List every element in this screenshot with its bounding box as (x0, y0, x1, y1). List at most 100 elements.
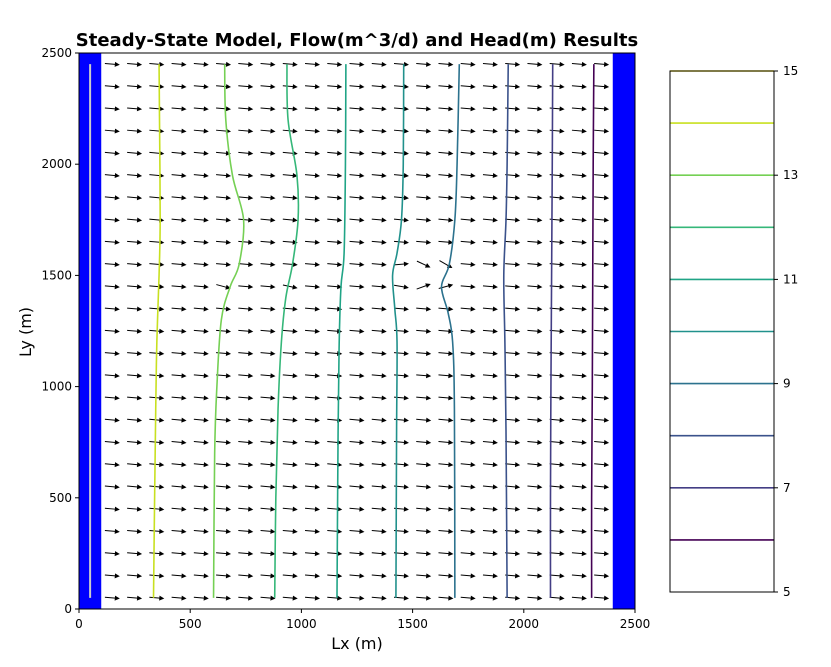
flow-arrow (371, 395, 387, 401)
flow-arrow (527, 195, 543, 201)
flow-arrow (460, 239, 476, 245)
flow-arrow (260, 195, 276, 201)
flow-arrow (527, 484, 543, 490)
flow-arrow (349, 506, 365, 512)
flow-arrow (549, 106, 565, 112)
contour-line-14 (152, 64, 161, 598)
flow-arrow (171, 417, 187, 423)
flow-arrow (104, 306, 120, 312)
flow-arrow (416, 439, 432, 445)
flow-arrow (393, 239, 409, 245)
flow-arrow (571, 150, 587, 156)
flow-arrow (416, 373, 432, 379)
flow-arrow (549, 84, 565, 90)
flow-arrow (104, 262, 120, 267)
flow-arrow (327, 173, 343, 179)
flow-arrow (127, 262, 143, 267)
flow-arrow (549, 573, 565, 579)
plot-frame (78, 52, 636, 610)
flow-arrow (460, 150, 476, 156)
colorbar: 5 7 9 11 13 15 (669, 64, 798, 599)
flow-arrow (238, 284, 254, 290)
flow-arrow (527, 506, 543, 512)
flow-arrow (171, 128, 187, 134)
flow-arrow (171, 173, 187, 179)
flow-arrow (594, 306, 610, 312)
flow-arrow (416, 395, 432, 401)
flow-arrow (527, 262, 543, 267)
flow-arrow (149, 551, 165, 557)
flow-arrow (127, 106, 143, 112)
contour-line-6 (590, 64, 595, 598)
flow-arrow (594, 551, 610, 557)
flow-arrow (305, 61, 320, 67)
flow-arrow (193, 506, 209, 512)
flow-arrow (438, 84, 454, 90)
flow-arrow (482, 128, 498, 134)
flow-arrow (371, 350, 387, 356)
flow-arrow (104, 528, 120, 534)
flow-arrow (127, 595, 143, 601)
flow-arrow (193, 373, 209, 379)
y-tick-label: 2500 (41, 46, 72, 60)
flow-arrow (260, 128, 276, 134)
flow-arrow (349, 284, 365, 290)
flow-arrow (305, 506, 320, 512)
flow-arrow (282, 217, 298, 223)
flow-arrow (238, 551, 254, 557)
flow-arrow (282, 195, 298, 201)
flow-arrow (594, 395, 610, 401)
flow-arrow (349, 484, 365, 490)
contour-line-8 (502, 64, 510, 598)
flow-arrow (371, 439, 387, 445)
flow-arrow (216, 262, 232, 267)
flow-arrow (482, 350, 498, 356)
flow-arrow (238, 262, 254, 267)
flow-arrow (349, 217, 365, 223)
flow-arrow (482, 239, 498, 245)
flow-arrow (305, 350, 320, 356)
flow-arrow (193, 573, 209, 579)
flow-arrow (171, 61, 187, 67)
flow-arrow (305, 595, 320, 601)
x-tick-label: 0 (75, 617, 83, 631)
flow-arrow (505, 84, 521, 90)
flow-arrow (260, 417, 276, 423)
flow-arrow (349, 551, 365, 557)
flow-arrow (349, 528, 365, 534)
flow-arrow (127, 284, 143, 290)
flow-arrow (193, 173, 209, 179)
y-tick-label: 2000 (41, 157, 72, 171)
flow-arrow (104, 573, 120, 579)
flow-arrow (416, 328, 432, 334)
flow-arrow (594, 262, 610, 267)
flow-arrow (260, 506, 276, 512)
flow-arrow (127, 395, 143, 401)
flow-arrow (305, 551, 320, 557)
flow-arrow (104, 106, 120, 112)
flow-arrow (527, 350, 543, 356)
flow-arrow (127, 84, 143, 90)
flow-arrow (127, 417, 143, 423)
flow-arrow (438, 573, 454, 579)
flow-arrow (193, 528, 209, 534)
flow-arrow (438, 150, 454, 156)
flow-arrow (349, 306, 365, 312)
flow-arrow (104, 462, 120, 468)
flow-arrow (216, 239, 232, 245)
flow-arrow (416, 239, 432, 245)
flow-arrow (349, 150, 365, 156)
flow-arrow (127, 239, 143, 245)
flow-arrow (216, 106, 232, 112)
flow-arrow (238, 395, 254, 401)
flow-arrow (482, 262, 498, 267)
flow-arrow (460, 506, 476, 512)
flow-arrow (305, 417, 320, 423)
flow-arrow (416, 195, 432, 201)
y-tick-label: 500 (49, 491, 72, 505)
flow-arrow (216, 462, 232, 468)
flow-arrow (238, 439, 254, 445)
flow-arrow (438, 417, 454, 423)
